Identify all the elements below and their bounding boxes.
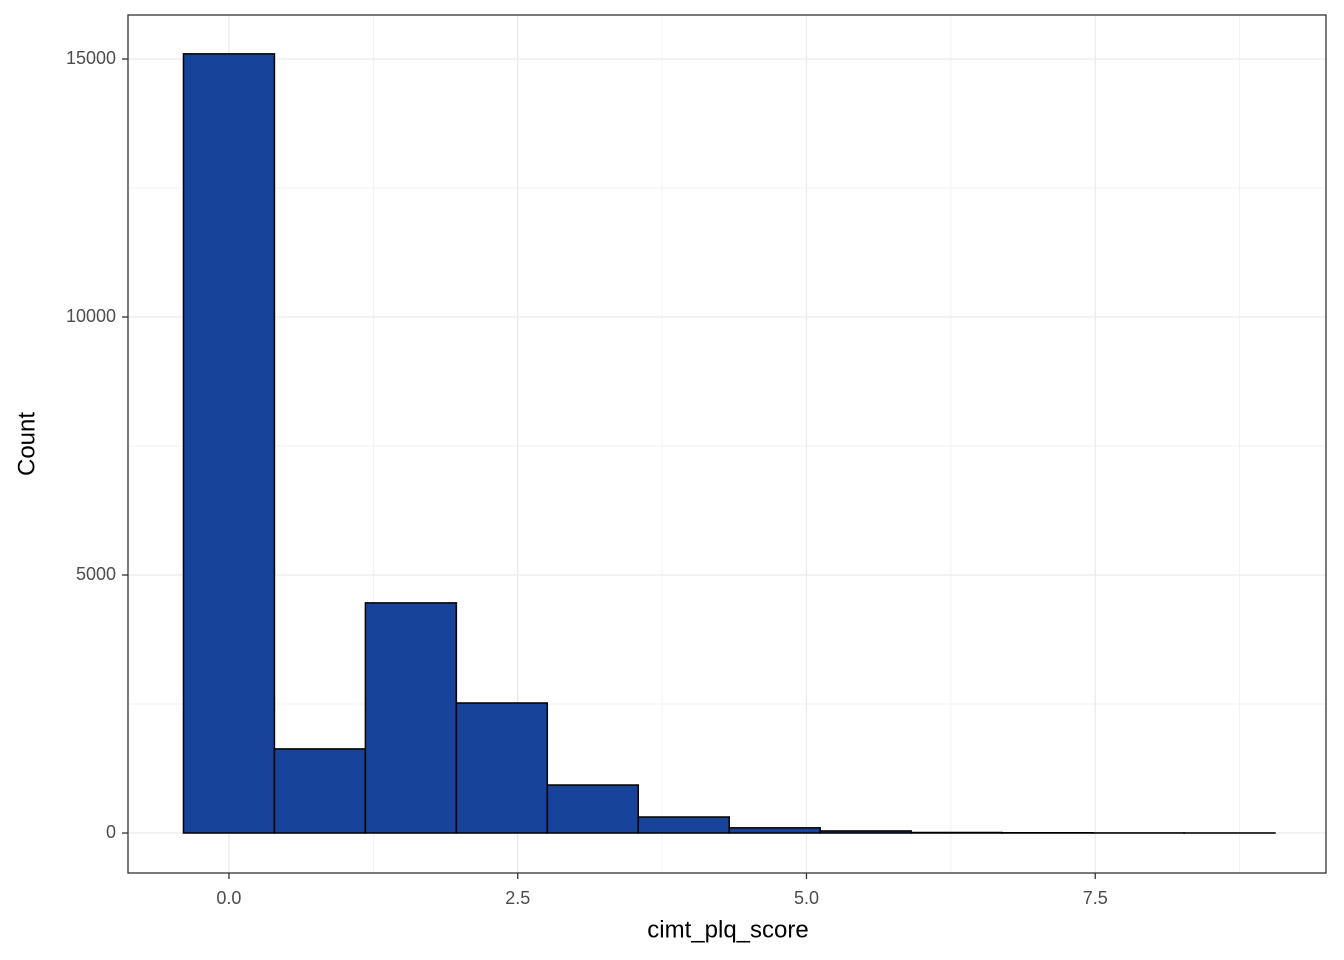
bar <box>819 830 912 834</box>
bar <box>546 784 640 834</box>
y-tick-label: 5000 <box>76 564 116 584</box>
y-tick-label: 0 <box>106 822 116 842</box>
x-tick-label: 7.5 <box>1083 888 1108 908</box>
bar <box>182 53 276 834</box>
bar <box>455 702 549 834</box>
x-axis-title: cimt_plq_score <box>647 916 808 943</box>
y-axis-title: Count <box>13 412 40 476</box>
x-tick-label: 5.0 <box>794 888 819 908</box>
bar <box>728 827 821 834</box>
bar <box>910 831 1003 834</box>
bar <box>364 602 458 834</box>
bar <box>273 748 367 834</box>
x-tick-label: 2.5 <box>505 888 530 908</box>
bars <box>182 53 1276 834</box>
y-tick-label: 10000 <box>66 306 116 326</box>
panel-border <box>127 14 1327 874</box>
y-tick-label: 15000 <box>66 48 116 68</box>
bar <box>637 816 730 834</box>
x-tick-label: 0.0 <box>216 888 241 908</box>
